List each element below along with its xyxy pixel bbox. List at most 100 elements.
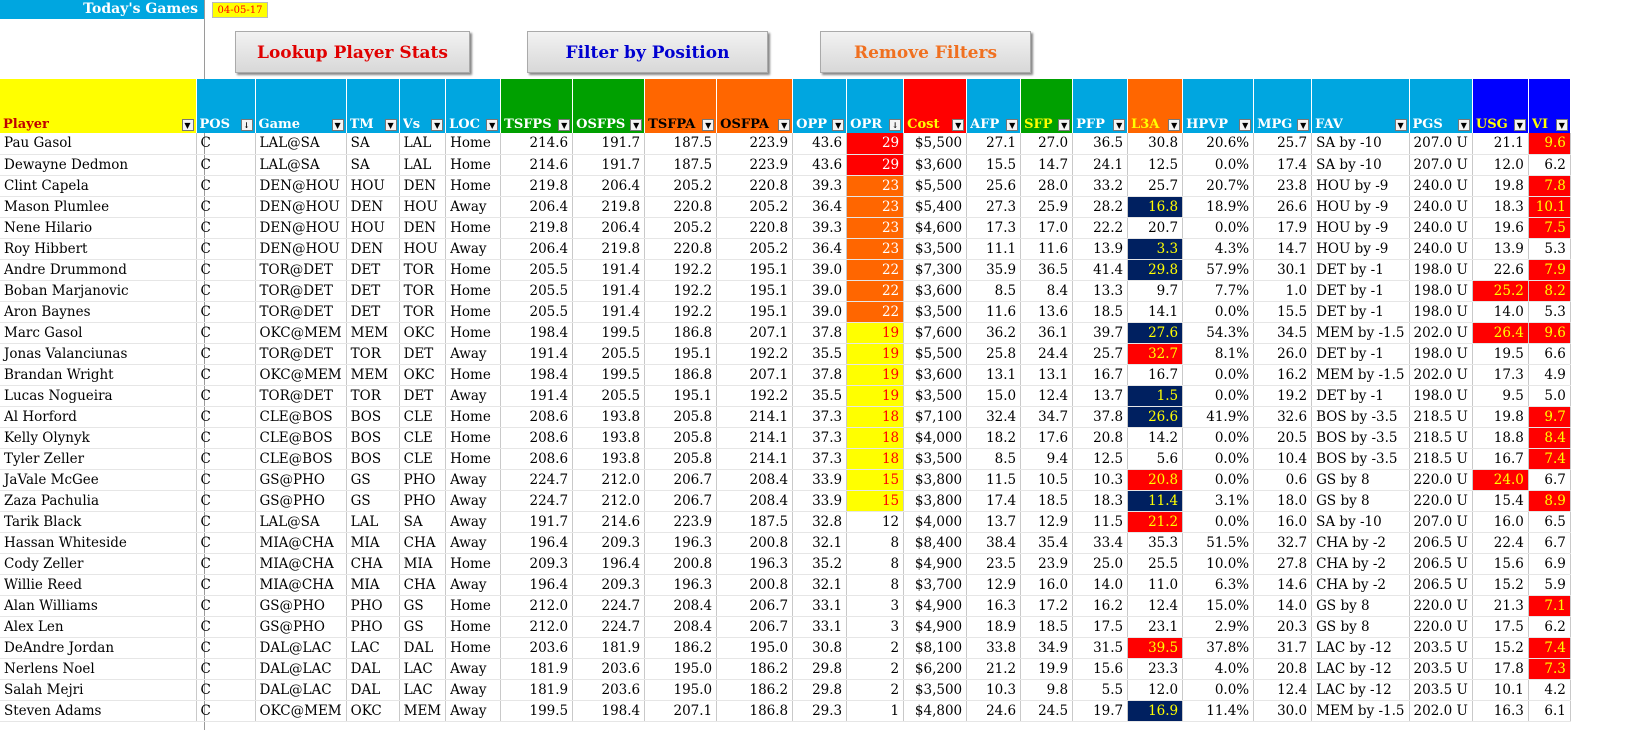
cell-tsfpa[interactable]: 192.2 — [644, 280, 718, 302]
cell-osfpa[interactable]: 208.4 — [716, 469, 794, 491]
cell-pgs[interactable]: 207.0 U — [1409, 511, 1473, 533]
cell-player[interactable]: Pau Gasol — [0, 133, 197, 155]
cell-pfp[interactable]: 13.9 — [1072, 238, 1129, 260]
cell-sfp[interactable]: 18.5 — [1020, 616, 1074, 638]
column-header-pos[interactable]: POS ↓ — [196, 79, 256, 133]
cell-sfp[interactable]: 28.0 — [1020, 175, 1074, 197]
cell-usg[interactable]: 15.2 — [1472, 574, 1529, 596]
cell-vi[interactable]: 9.7 — [1528, 406, 1571, 428]
cell-player[interactable]: Al Horford — [0, 406, 197, 428]
cell-tm[interactable]: MEM — [346, 322, 400, 344]
cell-tsfpa[interactable]: 220.8 — [644, 196, 718, 218]
table-row[interactable]: Marc Gasol C OKC@MEM MEM OKC Home 198.4 199.5 18… — [0, 322, 1571, 344]
cell-pgs[interactable]: 203.5 U — [1409, 679, 1473, 701]
cell-fav[interactable]: DET by -1 — [1311, 280, 1410, 302]
cell-usg[interactable]: 18.8 — [1472, 427, 1529, 449]
cell-cost[interactable]: $4,800 — [903, 700, 968, 722]
cell-tsfps[interactable]: 191.4 — [500, 385, 574, 407]
cell-game[interactable]: DAL@LAC — [255, 679, 347, 701]
cell-opp[interactable]: 33.1 — [792, 595, 848, 617]
cell-l3a[interactable]: 16.8 — [1127, 196, 1184, 218]
cell-hpvp[interactable]: 2.9% — [1182, 616, 1255, 638]
cell-hpvp[interactable]: 0.0% — [1182, 154, 1255, 176]
cell-vs[interactable]: PHO — [399, 469, 447, 491]
cell-tm[interactable]: DAL — [346, 658, 400, 680]
cell-opp[interactable]: 36.4 — [792, 196, 848, 218]
cell-usg[interactable]: 13.9 — [1472, 238, 1529, 260]
table-row[interactable]: Willie Reed C MIA@CHA MIA CHA Away 196.4 209.3 1… — [0, 574, 1571, 596]
cell-osfps[interactable]: 206.4 — [572, 175, 646, 197]
cell-player[interactable]: Roy Hibbert — [0, 238, 197, 260]
cell-opp[interactable]: 43.6 — [792, 133, 848, 155]
cell-afp[interactable]: 15.5 — [966, 154, 1022, 176]
cell-pgs[interactable]: 198.0 U — [1409, 301, 1473, 323]
cell-pos[interactable]: C — [196, 259, 256, 281]
cell-game[interactable]: GS@PHO — [255, 595, 347, 617]
cell-vi[interactable]: 10.1 — [1528, 196, 1571, 218]
cell-fav[interactable]: LAC by -12 — [1311, 637, 1410, 659]
cell-hpvp[interactable]: 8.1% — [1182, 343, 1255, 365]
cell-hpvp[interactable]: 0.0% — [1182, 427, 1255, 449]
table-row[interactable]: Jonas Valanciunas C TOR@DET TOR DET Away 191.4… — [0, 343, 1571, 365]
cell-opp[interactable]: 35.5 — [792, 385, 848, 407]
cell-usg[interactable]: 17.3 — [1472, 364, 1529, 386]
cell-loc[interactable]: Home — [445, 637, 502, 659]
cell-mpg[interactable]: 16.2 — [1253, 364, 1313, 386]
cell-fav[interactable]: HOU by -9 — [1311, 238, 1410, 260]
filter-dropdown-icon[interactable]: ▼ — [1297, 119, 1310, 131]
cell-player[interactable]: Dewayne Dedmon — [0, 154, 197, 176]
cell-osfps[interactable]: 193.8 — [572, 427, 646, 449]
cell-game[interactable]: CLE@BOS — [255, 427, 347, 449]
cell-pos[interactable]: C — [196, 238, 256, 260]
cell-vi[interactable]: 7.4 — [1528, 448, 1571, 470]
column-header-mpg[interactable]: MPG ▼ — [1253, 79, 1313, 133]
cell-loc[interactable]: Away — [445, 574, 502, 596]
cell-l3a[interactable]: 3.3 — [1127, 238, 1184, 260]
cell-opr[interactable]: 18 — [846, 448, 905, 470]
cell-tm[interactable]: LAL — [346, 511, 400, 533]
cell-vi[interactable]: 6.7 — [1528, 532, 1571, 554]
column-header-opr[interactable]: OPR ↓ — [846, 79, 905, 133]
cell-vs[interactable]: GS — [399, 595, 447, 617]
table-row[interactable]: Nerlens Noel C DAL@LAC DAL LAC Away 181.9 203.6… — [0, 658, 1571, 680]
cell-vs[interactable]: LAC — [399, 658, 447, 680]
cell-loc[interactable]: Home — [445, 217, 502, 239]
cell-cost[interactable]: $8,400 — [903, 532, 968, 554]
cell-sfp[interactable]: 9.4 — [1020, 448, 1074, 470]
column-header-player[interactable]: Player ▼ — [0, 79, 197, 133]
cell-l3a[interactable]: 21.2 — [1127, 511, 1184, 533]
cell-opr[interactable]: 18 — [846, 406, 905, 428]
cell-player[interactable]: Nene Hilario — [0, 217, 197, 239]
cell-tsfps[interactable]: 206.4 — [500, 196, 574, 218]
cell-afp[interactable]: 25.8 — [966, 343, 1022, 365]
cell-tsfps[interactable]: 203.6 — [500, 637, 574, 659]
cell-opp[interactable]: 29.8 — [792, 658, 848, 680]
cell-pfp[interactable]: 12.5 — [1072, 448, 1129, 470]
cell-osfps[interactable]: 193.8 — [572, 406, 646, 428]
table-row[interactable]: Lucas Nogueira C TOR@DET TOR DET Away 191.4 205… — [0, 385, 1571, 407]
cell-usg[interactable]: 19.8 — [1472, 175, 1529, 197]
column-header-loc[interactable]: LOC ▼ — [445, 79, 502, 133]
cell-l3a[interactable]: 14.2 — [1127, 427, 1184, 449]
cell-vs[interactable]: DEN — [399, 217, 447, 239]
cell-game[interactable]: GS@PHO — [255, 469, 347, 491]
cell-vs[interactable]: TOR — [399, 280, 447, 302]
column-header-vs[interactable]: Vs ▼ — [399, 79, 447, 133]
filter-dropdown-icon[interactable]: ▼ — [1513, 119, 1526, 131]
cell-vs[interactable]: CLE — [399, 406, 447, 428]
cell-l3a[interactable]: 23.3 — [1127, 658, 1184, 680]
cell-game[interactable]: LAL@SA — [255, 511, 347, 533]
cell-vs[interactable]: CLE — [399, 448, 447, 470]
cell-sfp[interactable]: 14.7 — [1020, 154, 1074, 176]
cell-tsfpa[interactable]: 205.2 — [644, 175, 718, 197]
cell-tm[interactable]: HOU — [346, 217, 400, 239]
cell-l3a[interactable]: 32.7 — [1127, 343, 1184, 365]
cell-mpg[interactable]: 1.0 — [1253, 280, 1313, 302]
cell-opp[interactable]: 37.3 — [792, 448, 848, 470]
cell-player[interactable]: Tarik Black — [0, 511, 197, 533]
cell-game[interactable]: LAL@SA — [255, 133, 347, 155]
cell-vs[interactable]: TOR — [399, 259, 447, 281]
cell-usg[interactable]: 19.8 — [1472, 406, 1529, 428]
cell-pgs[interactable]: 206.5 U — [1409, 574, 1473, 596]
cell-tsfpa[interactable]: 208.4 — [644, 616, 718, 638]
